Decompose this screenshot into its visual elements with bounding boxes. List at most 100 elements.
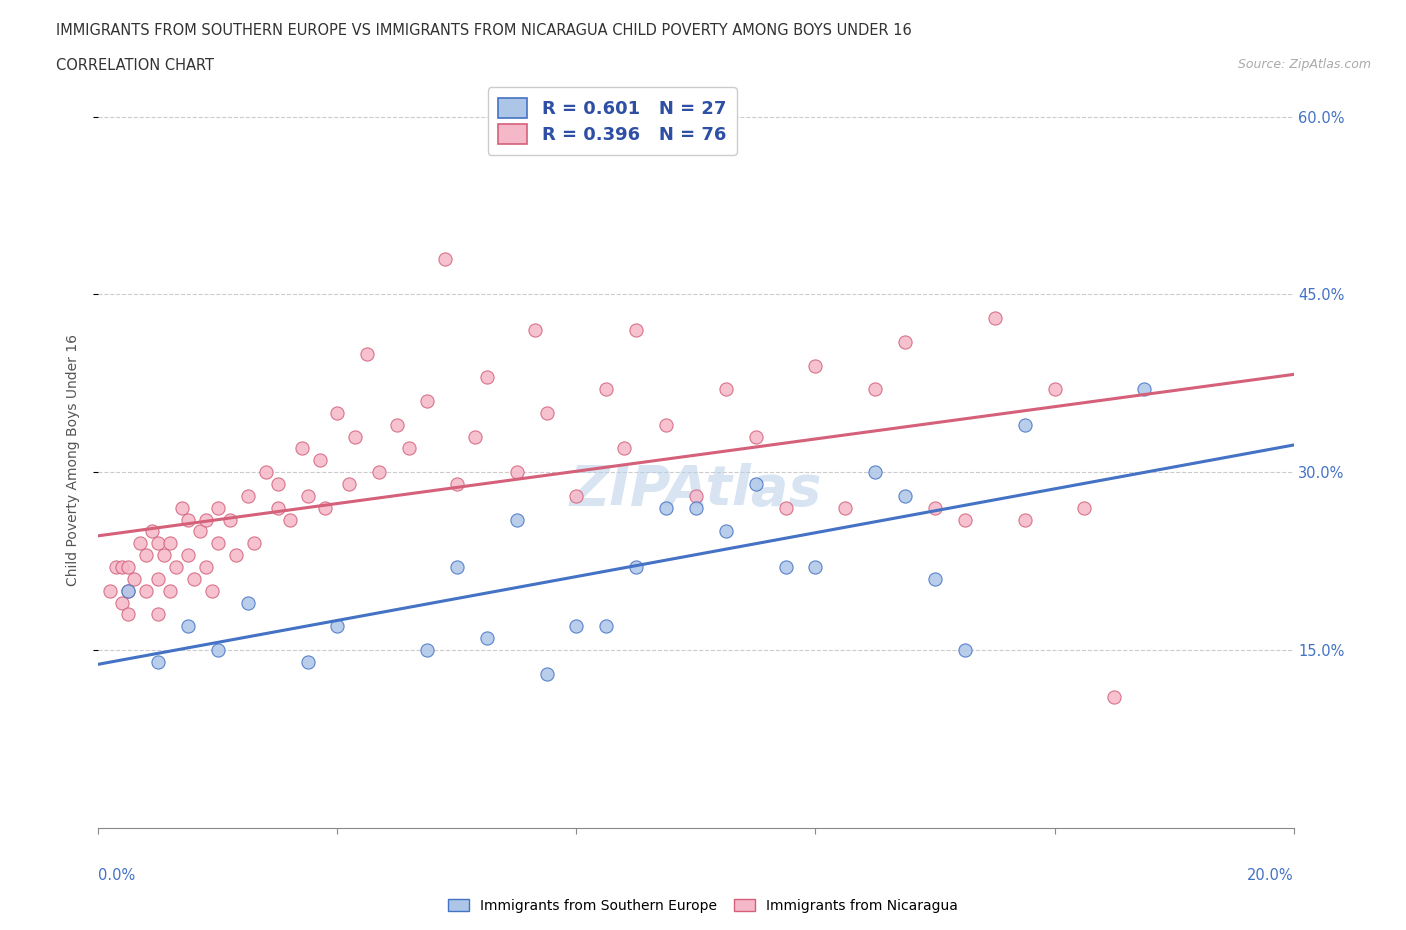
Point xyxy=(804,358,827,373)
Point xyxy=(297,488,319,503)
Point xyxy=(685,500,707,515)
Point xyxy=(148,536,170,551)
Point xyxy=(446,476,468,491)
Point xyxy=(291,441,314,456)
Point xyxy=(714,524,737,538)
Point xyxy=(243,536,266,551)
Point xyxy=(308,453,330,468)
Point xyxy=(775,560,797,575)
Point xyxy=(745,476,768,491)
Text: 0.0%: 0.0% xyxy=(98,868,135,884)
Point xyxy=(177,548,200,563)
Point xyxy=(434,251,457,266)
Legend: Immigrants from Southern Europe, Immigrants from Nicaragua: Immigrants from Southern Europe, Immigra… xyxy=(443,894,963,919)
Point xyxy=(236,488,259,503)
Point xyxy=(225,548,247,563)
Point xyxy=(685,488,707,503)
Point xyxy=(207,500,229,515)
Point xyxy=(254,465,277,480)
Point xyxy=(953,643,976,658)
Point xyxy=(135,583,157,598)
Point xyxy=(100,583,122,598)
Point xyxy=(148,571,170,586)
Point xyxy=(267,476,290,491)
Point xyxy=(385,418,409,432)
Legend: R = 0.601   N = 27, R = 0.396   N = 76: R = 0.601 N = 27, R = 0.396 N = 76 xyxy=(488,87,737,155)
Text: CORRELATION CHART: CORRELATION CHART xyxy=(56,58,214,73)
Point xyxy=(865,465,887,480)
Point xyxy=(398,441,420,456)
Point xyxy=(117,607,139,622)
Point xyxy=(141,524,163,538)
Point xyxy=(188,524,211,538)
Point xyxy=(1133,382,1156,397)
Point xyxy=(339,476,360,491)
Point xyxy=(475,631,498,645)
Point xyxy=(129,536,152,551)
Point xyxy=(565,618,588,633)
Point xyxy=(464,430,486,445)
Point xyxy=(124,571,146,586)
Point xyxy=(201,583,224,598)
Point xyxy=(775,500,797,515)
Point xyxy=(368,465,391,480)
Text: Source: ZipAtlas.com: Source: ZipAtlas.com xyxy=(1237,58,1371,71)
Y-axis label: Child Poverty Among Boys Under 16: Child Poverty Among Boys Under 16 xyxy=(66,335,80,586)
Point xyxy=(195,560,218,575)
Point xyxy=(117,583,139,598)
Point xyxy=(865,382,887,397)
Point xyxy=(153,548,176,563)
Point xyxy=(1073,500,1095,515)
Point xyxy=(953,512,976,527)
Point xyxy=(536,666,558,681)
Point xyxy=(148,655,170,670)
Point xyxy=(177,618,200,633)
Point xyxy=(536,405,558,420)
Point xyxy=(416,393,439,408)
Point xyxy=(506,465,529,480)
Point xyxy=(834,500,856,515)
Point xyxy=(984,311,1007,325)
Point xyxy=(117,583,139,598)
Point xyxy=(1014,512,1036,527)
Point xyxy=(135,548,157,563)
Point xyxy=(165,560,187,575)
Point xyxy=(117,560,139,575)
Point xyxy=(894,335,917,350)
Point xyxy=(626,560,648,575)
Text: IMMIGRANTS FROM SOUTHERN EUROPE VS IMMIGRANTS FROM NICARAGUA CHILD POVERTY AMONG: IMMIGRANTS FROM SOUTHERN EUROPE VS IMMIG… xyxy=(56,23,912,38)
Point xyxy=(177,512,200,527)
Point xyxy=(924,500,946,515)
Point xyxy=(195,512,218,527)
Point xyxy=(655,500,678,515)
Point xyxy=(219,512,242,527)
Point xyxy=(207,536,229,551)
Point xyxy=(267,500,290,515)
Point xyxy=(745,430,768,445)
Point xyxy=(111,595,134,610)
Point xyxy=(1104,690,1126,705)
Point xyxy=(326,618,349,633)
Point xyxy=(172,500,194,515)
Point xyxy=(105,560,128,575)
Point xyxy=(1043,382,1066,397)
Point xyxy=(506,512,529,527)
Point xyxy=(655,418,678,432)
Point xyxy=(297,655,319,670)
Point xyxy=(183,571,205,586)
Point xyxy=(626,323,648,338)
Point xyxy=(356,346,378,361)
Point xyxy=(446,560,468,575)
Point xyxy=(523,323,546,338)
Point xyxy=(924,571,946,586)
Point xyxy=(714,382,737,397)
Point xyxy=(416,643,439,658)
Point xyxy=(595,382,617,397)
Point xyxy=(111,560,134,575)
Point xyxy=(1014,418,1036,432)
Point xyxy=(278,512,301,527)
Point xyxy=(475,370,498,385)
Point xyxy=(315,500,337,515)
Point xyxy=(236,595,259,610)
Point xyxy=(159,536,181,551)
